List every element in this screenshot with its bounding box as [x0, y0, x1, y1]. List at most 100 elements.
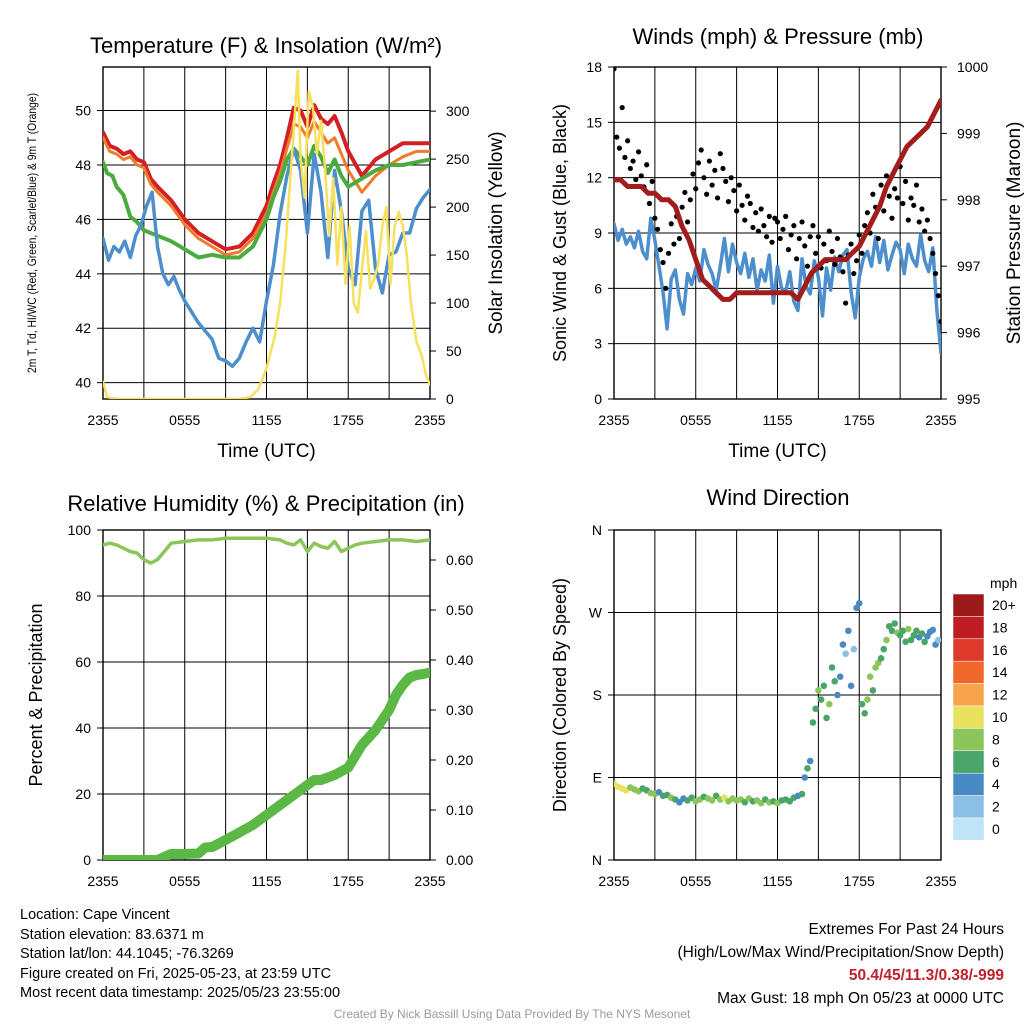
legend-label: 4: [992, 776, 1000, 792]
gust-point: [785, 247, 792, 253]
gust-point: [853, 258, 860, 264]
gust-point: [892, 186, 898, 192]
y2-tick-label: 150: [446, 247, 470, 263]
gust-point: [766, 213, 772, 219]
y2-tick-label: 1000: [957, 59, 988, 75]
gust-point: [804, 263, 811, 269]
direction-point: [858, 700, 866, 708]
credit-text: Created By Nick Bassill Using Data Provi…: [333, 1007, 691, 1021]
gust-point: [851, 270, 857, 277]
gust-point: [723, 178, 729, 184]
x-axis-label: Time (UTC): [217, 441, 316, 462]
y-tick-label: 12: [586, 170, 602, 186]
y2-tick-label: 0.20: [446, 752, 473, 768]
gust-point: [919, 206, 925, 212]
legend-label: 8: [992, 731, 1000, 747]
legend-label: 18: [992, 619, 1008, 635]
station-info: Location: Cape Vincent Station elevation…: [20, 906, 340, 1004]
gust-point: [655, 226, 661, 232]
direction-point: [877, 655, 885, 662]
x-tick-label: 2355: [87, 873, 118, 889]
direction-point: [899, 627, 907, 635]
gust-point: [924, 217, 930, 223]
gust-point: [905, 217, 911, 223]
direction-point: [820, 682, 828, 690]
gust-point: [709, 182, 715, 188]
y-tick-label: 0: [594, 391, 602, 407]
x-tick-label: 0555: [680, 412, 711, 428]
gust-point: [881, 208, 887, 214]
direction-point: [883, 636, 890, 644]
direction-point: [831, 677, 839, 685]
direction-point: [880, 645, 888, 653]
gust-point: [834, 235, 841, 242]
gust-point: [764, 234, 770, 240]
gust-point: [927, 235, 933, 242]
gust-point: [676, 235, 683, 242]
direction-point: [708, 797, 716, 804]
legend-label: 12: [992, 687, 1008, 703]
x-tick-label: 1755: [844, 873, 875, 889]
legend-title: mph: [990, 575, 1017, 591]
y2-tick-label: 50: [446, 343, 462, 359]
y-tick-label: 40: [75, 375, 91, 391]
gust-point: [883, 173, 890, 179]
gust-point: [932, 270, 939, 277]
plot-area: [614, 67, 941, 355]
chart-title: Winds (mph) & Pressure (mb): [633, 24, 924, 49]
gust-point: [799, 219, 805, 225]
chart-title: Wind Direction: [706, 485, 849, 510]
series-line-2m-t: [103, 103, 430, 252]
direction-point: [842, 650, 849, 658]
gust-point: [679, 204, 685, 210]
y-tick-label: W: [589, 605, 603, 621]
x-tick-label: 0555: [169, 873, 200, 889]
gust-point: [875, 235, 881, 242]
y-tick-label: 6: [594, 280, 602, 296]
y-tick-label: 15: [586, 114, 602, 130]
legend-swatch: [952, 616, 985, 640]
plot-frame: [102, 529, 431, 861]
gust-point: [734, 208, 740, 214]
y-tick-label: 20: [75, 786, 91, 802]
x-tick-label: 0555: [169, 412, 200, 428]
chart-panel-3: Relative Humidity (%) & Precipitation (i…: [26, 491, 473, 889]
y-tick-label: 50: [75, 103, 91, 119]
x-tick-label: 2355: [414, 873, 445, 889]
y-tick-label: 0: [83, 852, 91, 868]
location-text: Location: Cape Vincent: [20, 907, 170, 923]
gust-point: [646, 200, 653, 207]
y2-tick-label: 300: [446, 103, 470, 119]
direction-point: [834, 691, 841, 699]
gust-point: [815, 234, 821, 240]
chart-title: Temperature (F) & Insolation (W/m²): [90, 33, 442, 58]
gust-point: [744, 193, 751, 199]
legend-label: 14: [992, 664, 1008, 680]
gust-point: [894, 195, 901, 201]
gust-point: [878, 182, 884, 188]
gust-point: [701, 175, 707, 181]
direction-point: [798, 790, 806, 798]
legend-swatch: [952, 683, 985, 707]
gust-point: [856, 232, 862, 238]
gust-point: [788, 232, 794, 238]
extremes-title: Extremes For Past 24 Hours: [808, 921, 1004, 938]
x-tick-label: 1155: [251, 412, 281, 428]
x-tick-label: 1755: [333, 873, 364, 889]
series-line-relative-humidity: [103, 536, 430, 565]
direction-point: [809, 719, 817, 726]
y-tick-label: E: [593, 770, 602, 786]
direction-point: [828, 664, 836, 671]
gust-point: [796, 235, 802, 242]
gust-point: [913, 182, 920, 188]
speed-legend: mph 20+ 18 16 14 12 10 8 6 4 2 0: [952, 575, 1017, 841]
legend-label: 0: [992, 821, 1000, 837]
gust-point: [665, 250, 672, 256]
recent-data-text: Most recent data timestamp: 2025/05/23 2…: [20, 985, 341, 1001]
gust-point: [663, 285, 669, 291]
y2-tick-label: 999: [957, 125, 981, 141]
direction-point: [921, 638, 928, 646]
y-axis-label: Percent & Precipitation: [26, 603, 46, 786]
x-axis-label: Time (UTC): [728, 441, 827, 462]
y-tick-label: 60: [75, 654, 91, 670]
